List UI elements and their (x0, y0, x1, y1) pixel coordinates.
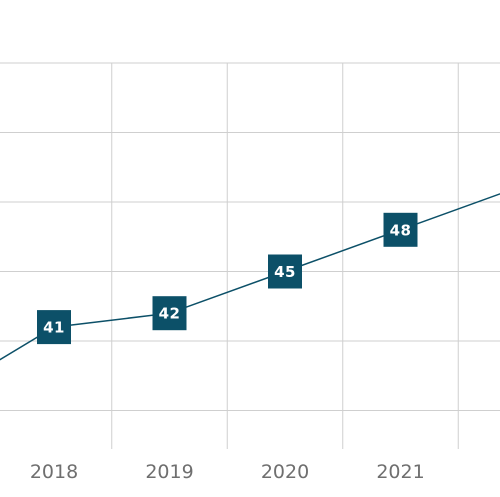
x-tick-label: 2019 (145, 461, 193, 483)
x-tick-label: 2021 (376, 461, 424, 483)
data-label: 48 (383, 212, 418, 247)
data-label-text: 42 (159, 305, 181, 323)
x-tick-label: 2018 (30, 461, 78, 483)
data-label-box (152, 296, 187, 331)
series-line (0, 193, 500, 361)
series-line-group (0, 193, 500, 361)
data-label: 41 (37, 310, 71, 345)
data-label-box (37, 310, 71, 345)
data-label-box (383, 212, 418, 247)
data-labels: 3641424548 (37, 212, 418, 345)
data-label-text: 48 (390, 221, 412, 239)
data-label-text: 41 (43, 319, 65, 337)
grid (0, 62, 500, 449)
x-axis-tick-labels: 20172018201920202021 (30, 461, 425, 483)
data-label: 45 (268, 254, 302, 289)
data-label: 42 (152, 296, 187, 331)
data-label-box (268, 254, 302, 289)
x-tick-label: 2020 (261, 461, 309, 483)
data-label-text: 45 (274, 263, 296, 281)
